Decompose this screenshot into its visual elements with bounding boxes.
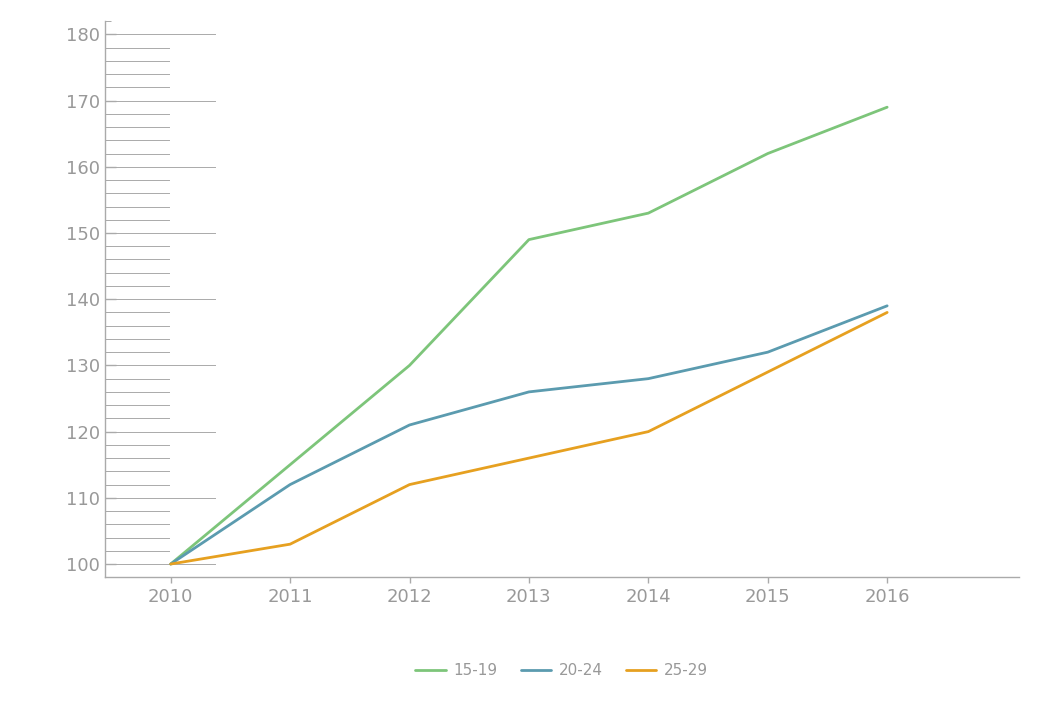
20-24 bbox=[642, 375, 654, 383]
20-24 bbox=[403, 421, 416, 429]
20-24 bbox=[165, 560, 177, 568]
15-19 bbox=[284, 460, 296, 469]
25-29 bbox=[165, 560, 177, 568]
25-29 bbox=[523, 454, 536, 463]
20-24 bbox=[881, 301, 894, 310]
15-19 bbox=[642, 209, 654, 218]
15-19 bbox=[881, 103, 894, 111]
Line: 15-19: 15-19 bbox=[171, 107, 887, 564]
15-19 bbox=[523, 235, 536, 244]
25-29 bbox=[284, 540, 296, 548]
15-19 bbox=[403, 361, 416, 370]
15-19 bbox=[761, 149, 774, 158]
20-24 bbox=[284, 480, 296, 489]
Line: 25-29: 25-29 bbox=[171, 313, 887, 564]
20-24 bbox=[761, 348, 774, 356]
25-29 bbox=[403, 480, 416, 489]
20-24 bbox=[523, 388, 536, 396]
15-19 bbox=[165, 560, 177, 568]
25-29 bbox=[881, 308, 894, 317]
25-29 bbox=[761, 367, 774, 376]
25-29 bbox=[642, 427, 654, 436]
Legend: 15-19, 20-24, 25-29: 15-19, 20-24, 25-29 bbox=[410, 658, 714, 684]
Line: 20-24: 20-24 bbox=[171, 306, 887, 564]
